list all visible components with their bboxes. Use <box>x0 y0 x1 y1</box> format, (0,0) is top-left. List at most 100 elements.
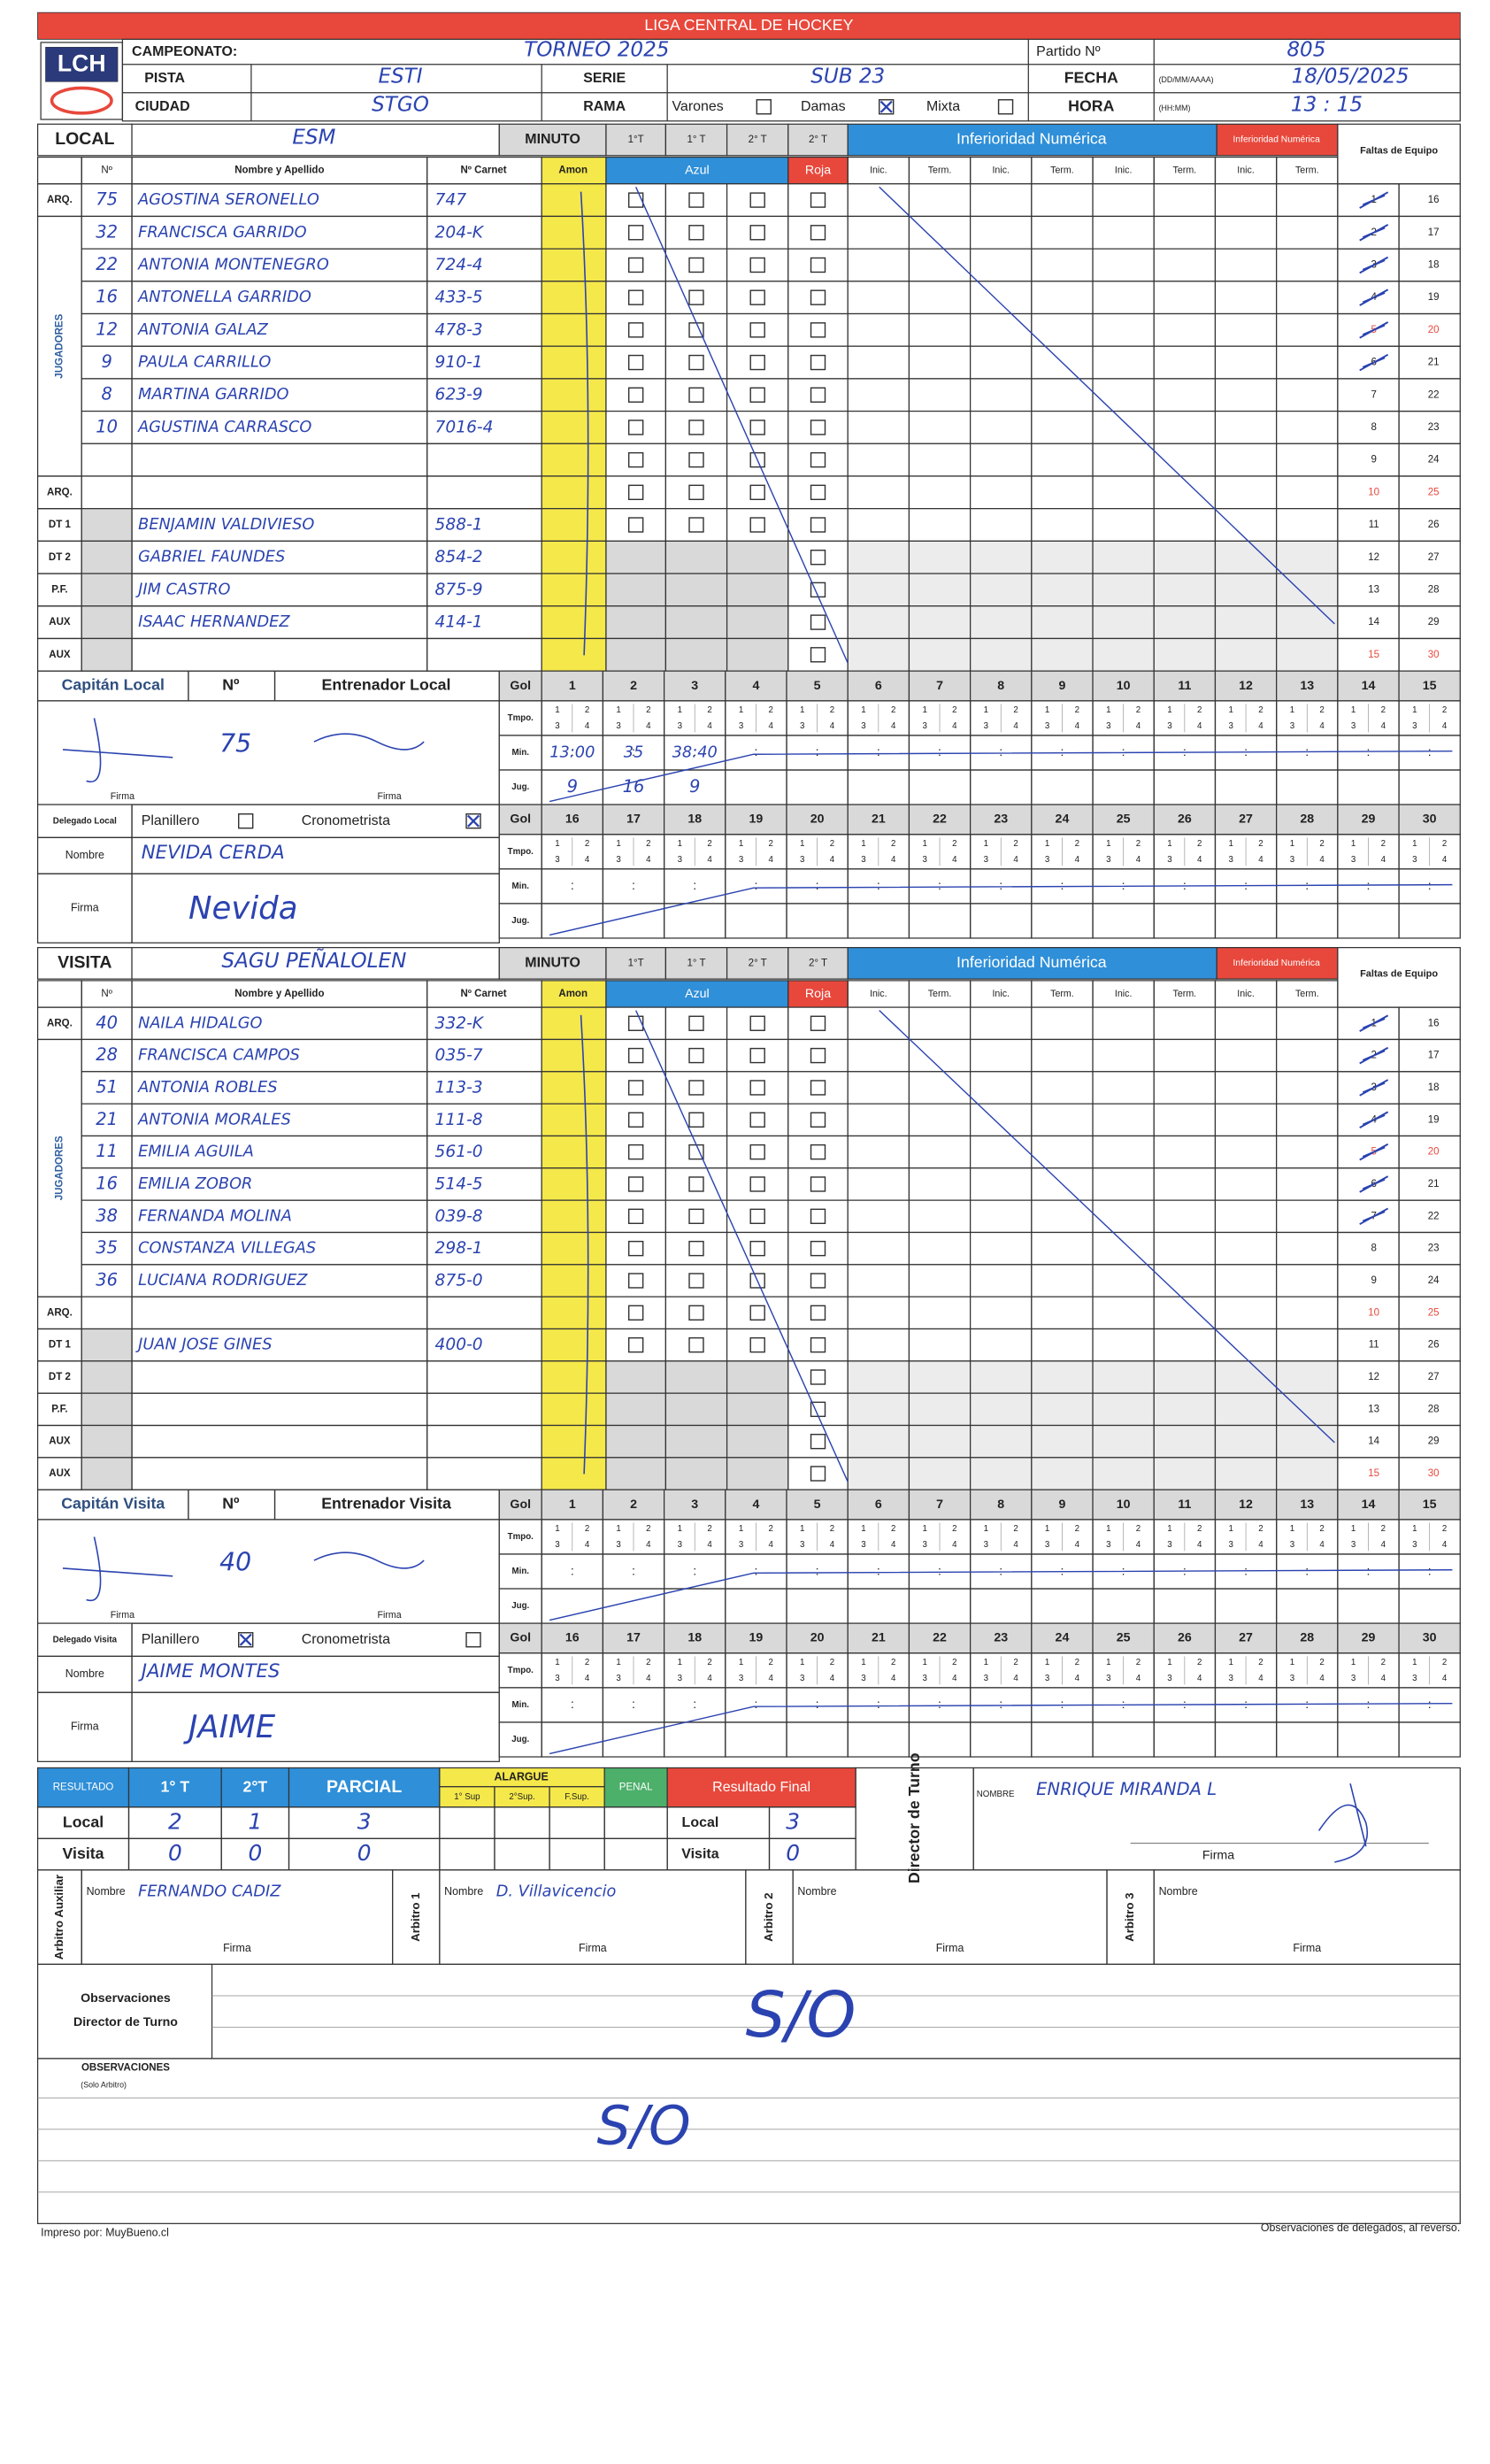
label: 2 <box>1319 705 1324 715</box>
goal-number: 15 <box>1423 679 1437 693</box>
final-score: 3 <box>786 1809 800 1835</box>
cell <box>1092 410 1155 444</box>
player-carnet: 298-1 <box>435 1239 483 1258</box>
label: 2 <box>830 839 834 849</box>
score: 0 <box>248 1840 262 1866</box>
cell <box>1214 1006 1278 1041</box>
checkbox <box>627 1080 644 1096</box>
cell <box>1153 1392 1217 1427</box>
cell <box>541 1424 607 1459</box>
label: Jug. <box>511 916 529 926</box>
foul-strike <box>1359 1046 1389 1065</box>
cell <box>664 947 728 980</box>
label: 4 <box>1442 1540 1448 1550</box>
label: AUX <box>49 617 71 628</box>
cell <box>426 1360 542 1394</box>
label: Nº <box>101 989 112 999</box>
cell <box>1398 1721 1461 1758</box>
goal-number: 3 <box>691 1498 698 1512</box>
player-number: 38 <box>96 1205 118 1226</box>
label: Nº <box>222 676 240 694</box>
label: Inic. <box>992 989 1010 999</box>
label: 4 <box>1197 721 1202 731</box>
cell <box>1398 903 1461 939</box>
cell <box>970 1135 1033 1169</box>
label: 2° T <box>749 135 767 145</box>
cell <box>1092 443 1155 477</box>
cell <box>131 443 428 477</box>
player-carnet: 514-5 <box>435 1174 483 1193</box>
cell <box>847 1424 910 1459</box>
cell <box>847 903 910 939</box>
label: Min. <box>511 748 529 758</box>
label: Visita <box>63 1844 104 1862</box>
foul-number: 10 <box>1368 487 1379 497</box>
logo-ball <box>50 86 113 115</box>
label: 2 <box>1136 1524 1141 1534</box>
label: 4 <box>891 855 896 865</box>
cell <box>1153 540 1217 574</box>
player-carnet: 7016-4 <box>435 418 494 436</box>
cell <box>970 508 1033 542</box>
cell <box>1092 1231 1155 1266</box>
foul-number: 25 <box>1428 487 1440 497</box>
label: 2 <box>1013 705 1018 715</box>
label: 4 <box>1442 721 1448 731</box>
label: : <box>1305 1564 1309 1578</box>
cell <box>1153 1588 1217 1624</box>
cell <box>1337 378 1400 412</box>
label: 2 <box>952 1658 956 1667</box>
cell <box>847 1103 910 1137</box>
label: Tmpo. <box>508 847 534 857</box>
label: 3 <box>1167 855 1171 865</box>
foul-strike <box>1359 1143 1389 1161</box>
cell <box>726 605 789 640</box>
cell <box>1398 1622 1461 1654</box>
logo-badge <box>45 46 119 82</box>
cell <box>1031 312 1094 347</box>
label: 3 <box>1045 721 1049 731</box>
checkbox <box>810 1466 826 1482</box>
checkbox <box>810 192 826 208</box>
checkbox <box>810 1433 826 1450</box>
cell <box>1153 1167 1217 1201</box>
checkbox <box>749 1080 765 1096</box>
label: 1 <box>678 1524 682 1534</box>
cell <box>970 443 1033 477</box>
goal-minute: 13:00 <box>549 743 595 761</box>
player-number: 35 <box>96 1237 118 1258</box>
cell <box>1216 947 1339 980</box>
goal-number: 29 <box>1362 812 1376 827</box>
label: : <box>938 1564 941 1578</box>
cell <box>847 1264 910 1297</box>
cell <box>970 1071 1033 1105</box>
checkbox <box>627 451 644 468</box>
foul-number: 26 <box>1428 1340 1440 1351</box>
label: 3 <box>555 855 559 865</box>
official-name: FERNANDO CADIZ <box>138 1883 281 1901</box>
label: 1° T <box>687 958 705 968</box>
cell <box>81 1199 133 1234</box>
label: 4 <box>769 721 774 731</box>
cell <box>81 605 133 640</box>
label: : <box>816 1698 819 1712</box>
label: Tmpo. <box>508 1532 534 1542</box>
cell <box>1031 215 1094 250</box>
delegate-name: JAIME MONTES <box>138 1660 280 1682</box>
goal-number: 30 <box>1423 812 1437 827</box>
cell <box>605 947 667 980</box>
cell <box>847 475 910 510</box>
cell <box>908 1296 972 1330</box>
foul-number: 26 <box>1428 520 1440 530</box>
cell <box>1031 1264 1094 1297</box>
label: 2 <box>1319 1524 1324 1534</box>
foul-strike <box>1359 289 1389 306</box>
label: PARCIAL <box>326 1777 402 1797</box>
checkbox <box>749 1015 765 1031</box>
checkbox <box>627 225 644 241</box>
cell <box>1398 670 1461 702</box>
cell <box>288 1767 441 1808</box>
label: 3 <box>555 1540 559 1550</box>
player-number: 51 <box>96 1076 118 1097</box>
label: ESTI <box>378 65 422 88</box>
